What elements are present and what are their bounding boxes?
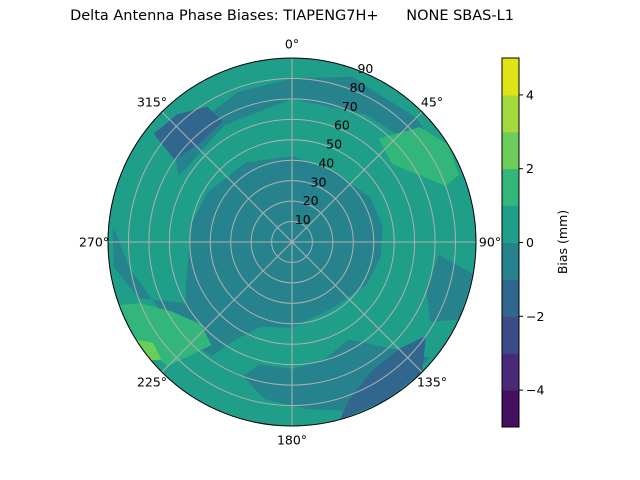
colorbar-band-9 [502,58,519,96]
colorbar-band-3 [502,279,519,317]
angular-tick-label: 45° [421,94,443,109]
contour-region-4 [426,254,474,322]
angular-tick-label: 225° [137,375,167,390]
colorbar-tick-label: 4 [526,87,534,102]
contour-region-9 [136,339,162,361]
axis-labels: 0° 45° 90° 135° 180° 225° 270° 315° 10 20 30 40 50 60… [79,37,501,448]
colorbar-tick-label: −4 [526,383,544,398]
angular-gridline-225 [161,241,293,373]
angular-tick-label: 0° [285,37,299,52]
colorbar-label: Bias (mm) [555,210,570,274]
colorbar: −4 −2 0 2 4 Bias (mm) [501,57,570,428]
angular-gridline-45 [291,111,423,243]
contour-region-1 [112,156,383,356]
radial-tick-label: 10 [295,212,311,227]
contour-region-5 [378,127,459,187]
contour-region-6 [119,303,212,367]
colorbar-band-7 [502,131,519,170]
angular-tick-label: 135° [417,375,447,390]
angular-tick-label: 270° [79,235,109,250]
radial-tick-label: 90 [357,61,373,76]
radial-tick-label: 60 [334,118,350,133]
angular-tick-label: 180° [277,433,307,448]
chart-title: Delta Antenna Phase Biases: TIAPENG7H+ N… [70,8,514,24]
colorbar-band-6 [502,168,519,207]
colorbar-tick-label: 0 [526,235,534,250]
radial-tick-label: 80 [350,80,366,95]
angular-tick-label: 315° [137,94,167,109]
colorbar-band-0 [502,390,519,428]
angular-gridline-315 [161,111,293,243]
angular-tick-label: 90° [479,235,501,250]
colorbar-tick-label: −2 [526,309,544,324]
radial-tick-label: 40 [318,155,334,170]
polar-frame [107,57,477,427]
angular-gridline-135 [291,241,423,373]
colorbar-band-2 [502,316,519,354]
contour-region-0 [173,76,441,177]
colorbar-band-1 [502,353,519,391]
colorbar-tick-label: 2 [526,161,534,176]
radial-tick-label: 20 [303,193,319,208]
colorbar-band-5 [502,205,519,243]
radial-tick-label: 30 [311,174,327,189]
radial-tick-label: 70 [342,99,358,114]
colorbar-band-4 [502,242,519,280]
colorbar-band-8 [502,94,519,133]
radial-tick-label: 50 [326,137,342,152]
polar-grid [107,57,477,427]
